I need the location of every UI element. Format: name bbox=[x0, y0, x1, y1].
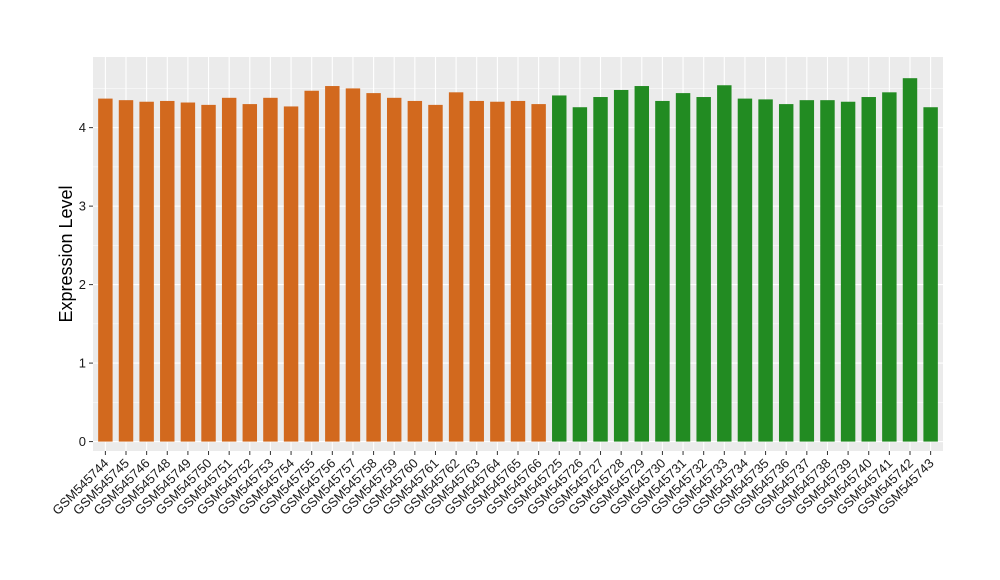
bar-GSM545731 bbox=[675, 93, 691, 442]
y-axis-title: Expression Level bbox=[56, 185, 76, 322]
bar-GSM545738 bbox=[820, 100, 835, 442]
bar-GSM545737 bbox=[799, 100, 815, 442]
bar-GSM545756 bbox=[325, 86, 340, 442]
y-tick-label: 2 bbox=[79, 277, 86, 292]
bar-GSM545750 bbox=[201, 104, 216, 442]
y-tick-label: 1 bbox=[79, 356, 86, 371]
bar-GSM545741 bbox=[882, 92, 897, 442]
bar-GSM545728 bbox=[613, 89, 629, 442]
bar-GSM545730 bbox=[655, 100, 670, 442]
y-tick-label: 3 bbox=[79, 199, 86, 214]
bar-GSM545744 bbox=[98, 98, 113, 442]
bar-GSM545735 bbox=[758, 99, 773, 442]
bar-GSM545760 bbox=[407, 100, 423, 442]
bar-GSM545754 bbox=[283, 106, 299, 442]
bar-GSM545729 bbox=[634, 86, 650, 442]
bar-GSM545757 bbox=[345, 88, 361, 442]
bar-GSM545748 bbox=[160, 100, 175, 442]
bar-GSM545743 bbox=[923, 107, 938, 442]
bar-GSM545759 bbox=[386, 97, 402, 442]
bars-group bbox=[98, 78, 938, 442]
bar-GSM545763 bbox=[469, 100, 484, 442]
bar-GSM545765 bbox=[510, 100, 526, 442]
bar-GSM545746 bbox=[139, 101, 154, 442]
y-tick-label: 0 bbox=[79, 434, 86, 449]
bar-GSM545732 bbox=[696, 97, 711, 442]
bar-GSM545725 bbox=[552, 95, 567, 442]
bar-GSM545736 bbox=[778, 104, 794, 442]
bar-GSM545766 bbox=[531, 104, 546, 442]
bar-GSM545753 bbox=[263, 97, 278, 442]
bar-GSM545740 bbox=[861, 97, 876, 442]
bar-GSM545734 bbox=[737, 98, 753, 442]
bar-GSM545751 bbox=[221, 97, 237, 442]
bar-GSM545742 bbox=[902, 78, 918, 442]
bar-GSM545764 bbox=[490, 101, 505, 442]
bar-GSM545739 bbox=[840, 101, 856, 442]
y-axis: 0 1 2 3 4 bbox=[79, 120, 93, 449]
bar-GSM545727 bbox=[593, 97, 608, 442]
bar-GSM545733 bbox=[717, 85, 732, 442]
bar-GSM545761 bbox=[428, 104, 443, 442]
bar-GSM545758 bbox=[366, 93, 381, 442]
y-tick-label: 4 bbox=[79, 120, 86, 135]
bar-GSM545762 bbox=[448, 92, 464, 442]
bar-GSM545755 bbox=[304, 90, 319, 442]
bar-GSM545745 bbox=[118, 100, 134, 442]
bar-GSM545726 bbox=[572, 107, 588, 442]
bar-GSM545752 bbox=[242, 104, 258, 442]
bar-GSM545749 bbox=[180, 102, 196, 442]
x-axis: GSM545744GSM545745GSM545746GSM545748GSM5… bbox=[49, 451, 937, 518]
